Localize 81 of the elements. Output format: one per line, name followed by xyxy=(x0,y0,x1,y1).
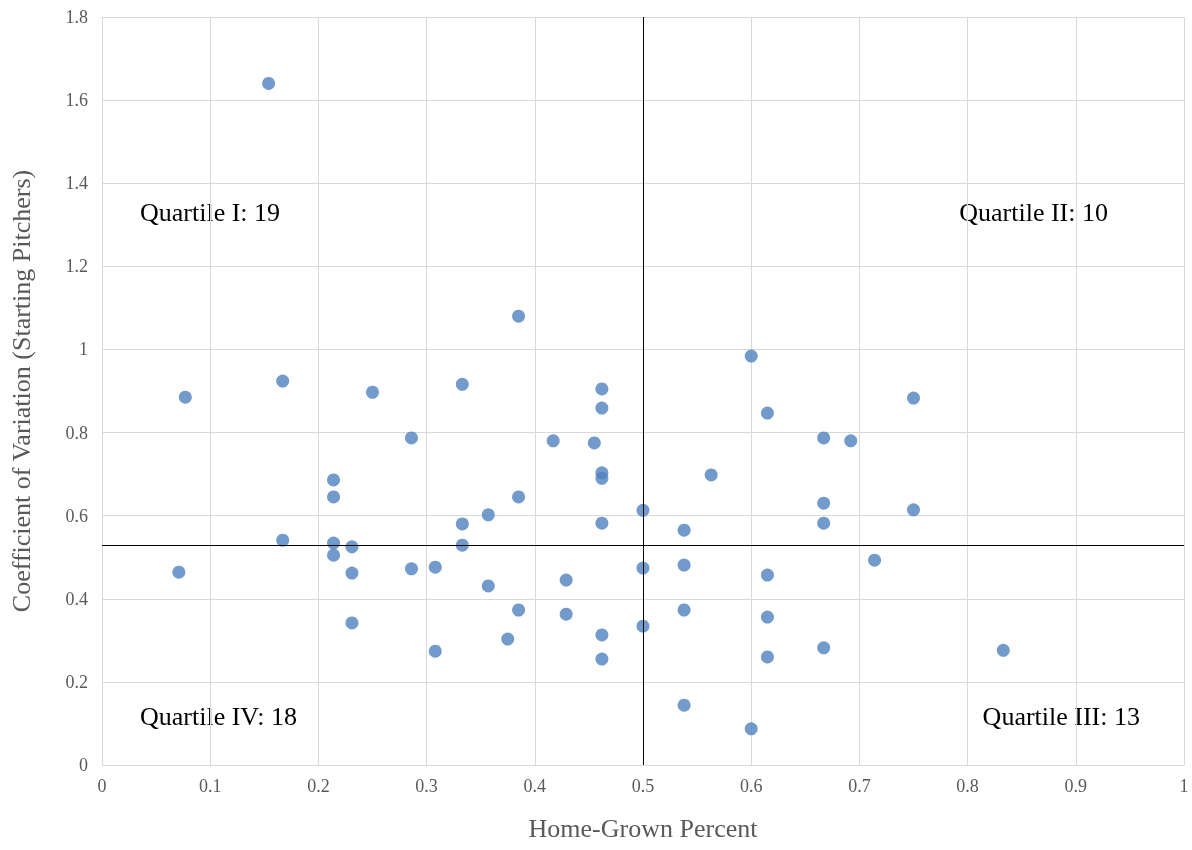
point xyxy=(404,431,418,445)
point xyxy=(996,643,1010,657)
point xyxy=(760,568,774,582)
y-tick-label: 0.6 xyxy=(65,505,88,526)
point xyxy=(704,468,718,482)
point xyxy=(366,385,379,399)
y-tick-label: 1 xyxy=(79,339,88,360)
point xyxy=(512,309,526,323)
point xyxy=(868,553,882,567)
point xyxy=(345,566,359,580)
annotation: Quartile I: 19 xyxy=(140,197,281,227)
y-tick-label: 1.8 xyxy=(65,7,88,27)
annotation: Quartile III: 13 xyxy=(982,701,1141,731)
point xyxy=(327,490,341,504)
x-tick-label: 0.4 xyxy=(523,776,547,796)
point xyxy=(172,565,186,579)
point xyxy=(907,503,920,517)
point xyxy=(262,76,276,90)
point xyxy=(546,434,560,448)
point xyxy=(501,632,515,646)
point xyxy=(481,508,495,522)
point xyxy=(817,516,831,530)
y-tick-label: 1.4 xyxy=(65,173,88,194)
x-axis-title: Home-Grown Percent xyxy=(528,813,759,843)
x-tick-label: 0.6 xyxy=(739,776,763,796)
point xyxy=(455,538,469,552)
x-tick-label: 0 xyxy=(97,776,107,796)
x-tick-label: 0.8 xyxy=(956,776,979,796)
point xyxy=(178,390,192,404)
annotation: Quartile II: 10 xyxy=(959,197,1109,227)
point xyxy=(677,603,691,617)
point xyxy=(512,490,526,504)
point xyxy=(512,603,526,617)
point xyxy=(907,391,920,405)
point xyxy=(744,349,758,363)
point xyxy=(404,562,418,576)
y-tick-label: 0.4 xyxy=(65,588,88,609)
x-tick-label: 1 xyxy=(1179,776,1189,796)
point xyxy=(760,610,774,624)
point xyxy=(276,533,290,547)
point xyxy=(817,496,831,510)
x-tick-label: 0.7 xyxy=(848,776,871,796)
x-tick-label: 0.5 xyxy=(631,776,655,796)
x-tick-label: 0.3 xyxy=(415,776,438,796)
y-tick-label: 0.8 xyxy=(65,422,88,443)
point xyxy=(677,698,691,712)
point xyxy=(760,650,774,664)
point xyxy=(595,628,609,642)
point xyxy=(559,607,573,621)
point xyxy=(844,434,858,448)
point xyxy=(455,377,469,391)
point xyxy=(455,517,469,531)
point xyxy=(587,436,601,450)
point xyxy=(677,558,691,572)
y-tick-label: 1.2 xyxy=(65,256,88,277)
y-axis-title: Coefficient of Variation (Starting Pitchers) xyxy=(6,169,36,613)
x-tick-label: 0.9 xyxy=(1064,776,1088,796)
point xyxy=(760,406,774,420)
point xyxy=(817,431,831,445)
point xyxy=(481,579,495,593)
point xyxy=(327,473,341,487)
y-tick-label: 1.6 xyxy=(65,90,88,111)
point xyxy=(327,548,341,562)
point xyxy=(595,401,609,415)
annotation: Quartile IV: 18 xyxy=(140,701,297,731)
point xyxy=(428,644,442,658)
point xyxy=(744,722,758,736)
point xyxy=(595,652,609,666)
point xyxy=(276,374,290,388)
x-tick-label: 0.1 xyxy=(198,776,222,796)
x-tick-label: 0.2 xyxy=(307,776,330,796)
point xyxy=(559,573,573,587)
point xyxy=(428,560,442,574)
y-tick-label: 0.2 xyxy=(65,671,88,692)
point xyxy=(677,523,691,537)
y-tick-label: 0 xyxy=(79,755,88,775)
point xyxy=(595,382,609,396)
point xyxy=(345,616,359,630)
point xyxy=(817,641,831,655)
point xyxy=(595,516,609,530)
point xyxy=(595,471,609,485)
